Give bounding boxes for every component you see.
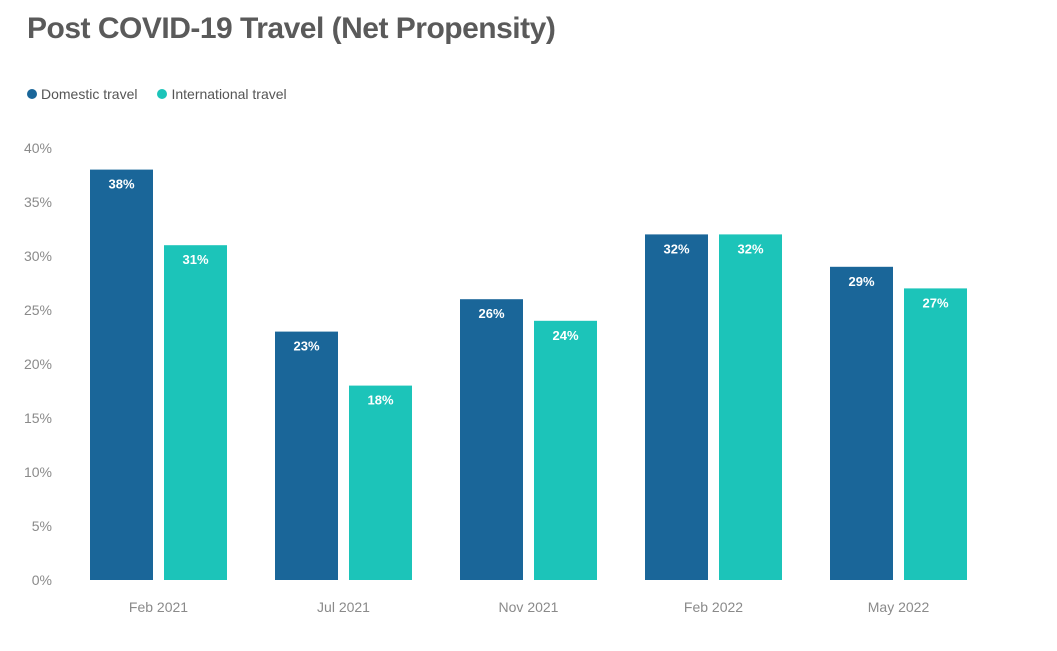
legend-swatch-international [157,89,168,99]
y-tick-label: 35% [24,194,52,210]
x-category-label: Feb 2021 [129,599,188,615]
data-label: 26% [478,306,504,321]
data-label: 32% [663,241,689,256]
x-category-label: Nov 2021 [499,599,559,615]
legend-item-international: International travel [157,86,287,102]
bar-international [349,385,412,580]
legend-label-domestic: Domestic travel [41,86,138,102]
bar-domestic [645,234,708,580]
y-tick-label: 5% [32,518,52,534]
bar-international [534,320,597,580]
y-tick-label: 40% [24,140,52,156]
bar-domestic [460,299,523,580]
legend: Domestic travel International travel [27,86,307,102]
data-label: 18% [367,393,393,408]
data-label: 23% [293,339,319,354]
y-tick-label: 30% [24,248,52,264]
data-label: 29% [848,274,874,289]
data-label: 31% [182,252,208,267]
y-tick-label: 20% [24,356,52,372]
bar-domestic [90,169,153,580]
bar-international [719,234,782,580]
legend-swatch-domestic [27,89,37,99]
y-tick-label: 25% [24,302,52,318]
y-tick-label: 0% [32,572,52,588]
x-category-label: Feb 2022 [684,599,743,615]
y-tick-label: 10% [24,464,52,480]
bar-international [164,245,227,580]
bar-international [904,288,967,580]
legend-label-international: International travel [171,86,287,102]
y-tick-label: 15% [24,410,52,426]
bar-domestic [830,266,893,580]
chart-title: Post COVID-19 Travel (Net Propensity) [27,12,556,45]
bar-domestic [275,331,338,580]
legend-item-domestic: Domestic travel [27,86,137,102]
data-label: 27% [922,295,948,310]
x-category-label: Jul 2021 [317,599,370,615]
data-label: 24% [552,328,578,343]
data-label: 32% [737,241,763,256]
data-label: 38% [108,177,134,192]
x-category-label: May 2022 [868,599,930,615]
